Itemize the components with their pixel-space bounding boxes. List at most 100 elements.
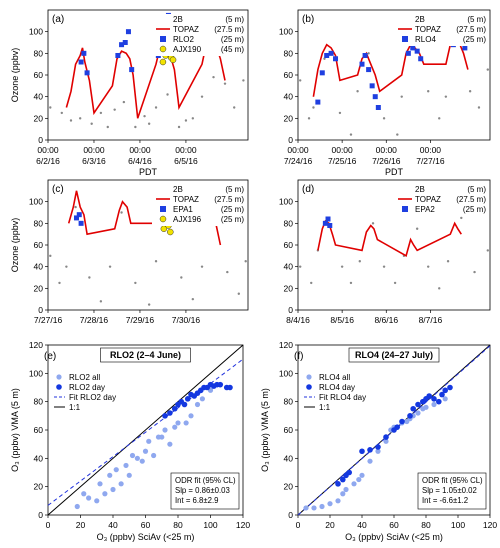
- legend-name: AJX196: [173, 215, 202, 224]
- data-point-all: [129, 452, 136, 459]
- data-point-all: [351, 481, 357, 487]
- data-point-all: [340, 491, 346, 497]
- y-tick-label: 40: [284, 92, 294, 102]
- data-point-2b: [60, 111, 63, 115]
- data-point-2b: [244, 260, 247, 263]
- data-point-rlo4: [324, 53, 330, 58]
- data-point-rlo4: [319, 70, 325, 76]
- data-point-2b: [310, 281, 313, 285]
- data-point-rlo4: [359, 61, 365, 67]
- data-point-epa1: [76, 212, 82, 218]
- y-tick-label: 60: [284, 425, 294, 435]
- y-tick-label: 60: [284, 70, 294, 80]
- legend-bg: [152, 14, 246, 56]
- data-point-day: [171, 405, 178, 412]
- y-tick-label: 80: [284, 48, 294, 58]
- data-point-2b: [299, 265, 302, 268]
- data-point-all: [188, 413, 194, 419]
- panel-title: RLO4 (24–27 July): [355, 350, 433, 360]
- data-point-all: [335, 498, 341, 504]
- y-tick-label: 40: [34, 92, 44, 102]
- data-point-2b: [113, 108, 116, 111]
- data-point-day: [442, 387, 449, 394]
- data-point-all: [303, 505, 309, 511]
- data-point-ajx190: [169, 56, 177, 64]
- series-topaz-line: [317, 220, 462, 257]
- data-point-2b: [382, 117, 386, 120]
- x-tick-time: 00:00: [376, 145, 398, 155]
- data-point-2b: [49, 106, 52, 109]
- legend-height: (27.5 m): [214, 195, 244, 204]
- x-tick-time: 00:00: [420, 145, 442, 155]
- panel-label: (e): [44, 351, 56, 362]
- legend-swatch: [56, 374, 62, 380]
- data-point-rlo4: [333, 56, 339, 62]
- data-point-2b: [74, 205, 77, 209]
- data-point-day: [181, 401, 188, 408]
- legend-swatch: [160, 36, 166, 42]
- legend-name: RLO4: [415, 35, 436, 44]
- y-tick-label: 20: [34, 283, 44, 293]
- data-point-2b: [223, 82, 227, 85]
- data-point-2b: [49, 254, 52, 258]
- data-point-2b: [58, 281, 61, 285]
- data-point-2b: [486, 68, 489, 71]
- data-point-all: [146, 438, 152, 444]
- y-tick-label: 80: [34, 218, 44, 228]
- panel-5: 00 20 20 40 40 60 60 80 80 100 100 120 120 O₃ (ppbv) …: [260, 340, 497, 542]
- x-tick-date: 7/29/16: [126, 315, 155, 325]
- legend-label: RLO2 day: [69, 383, 105, 392]
- x-axis-label: PDT: [139, 167, 158, 177]
- data-point-2b: [242, 79, 245, 82]
- data-point-all: [327, 501, 333, 507]
- data-point-all: [356, 476, 362, 483]
- data-point-all: [81, 491, 87, 497]
- data-point-2b: [349, 133, 353, 136]
- x-tick-date: 8/7/16: [419, 315, 443, 325]
- y-tick-label: 40: [284, 453, 294, 463]
- fit-box-line: Int = -6.6±1.2: [422, 496, 468, 505]
- data-point-all: [102, 491, 108, 497]
- data-point-all: [118, 481, 124, 487]
- data-point-all: [107, 472, 113, 478]
- data-point-2b: [427, 90, 430, 93]
- data-point-all: [442, 396, 448, 402]
- data-point-day: [383, 434, 389, 440]
- legend-height: (5 m): [467, 15, 486, 24]
- data-point-all: [110, 486, 116, 493]
- data-point-2b: [154, 260, 158, 263]
- data-point-all: [343, 486, 349, 493]
- data-point-rlo4: [362, 53, 368, 58]
- data-point-all: [142, 448, 149, 454]
- y-tick-label: 40: [284, 262, 294, 272]
- x-tick-label: 80: [421, 520, 431, 530]
- data-point-rlo2: [122, 40, 128, 45]
- data-point-rlo2: [115, 53, 121, 58]
- panel-title: RLO2 (2–4 June): [110, 350, 181, 360]
- data-point-all: [86, 495, 92, 501]
- data-point-all: [172, 424, 178, 430]
- fit-box-frame: [170, 472, 240, 510]
- data-point-2b: [134, 125, 137, 129]
- legend-name: 2B: [415, 15, 425, 24]
- data-point-2b: [393, 281, 397, 285]
- data-point-2b: [191, 117, 195, 120]
- x-axis-label: O₃ (ppbv) SciAv (<25 m): [345, 532, 443, 542]
- title-box: [348, 347, 440, 363]
- legend-label: RLO2 all: [69, 373, 100, 382]
- y-axis-label: Ozone (ppbv): [10, 48, 20, 103]
- data-point-day: [335, 481, 341, 487]
- data-point-2b: [356, 90, 359, 93]
- y-tick-label: 60: [34, 70, 44, 80]
- x-tick-label: 40: [357, 520, 367, 530]
- panel-label: (b): [302, 14, 314, 25]
- y-tick-label: 60: [34, 240, 44, 250]
- legend-name: 2B: [415, 185, 425, 194]
- legend-swatch: [159, 215, 167, 223]
- data-point-rlo2: [81, 50, 87, 56]
- legend-label: RLO4 day: [319, 383, 355, 392]
- y-tick-label: 20: [284, 113, 294, 123]
- x-tick-label: 80: [173, 520, 183, 530]
- x-tick-label: 120: [483, 520, 497, 530]
